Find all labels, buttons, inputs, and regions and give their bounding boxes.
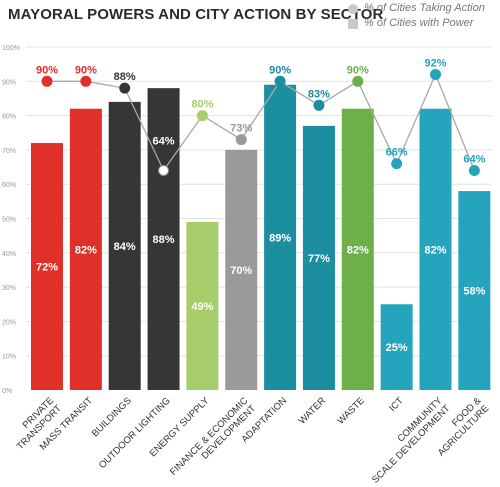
action-value-label: 83% [308, 88, 330, 100]
bar [186, 221, 219, 390]
category-label: OUTDOOR LIGHTING [97, 395, 173, 471]
action-series-line [47, 72, 475, 172]
legend-item-power: % of Cities with Power [348, 17, 498, 31]
action-value-label: 90% [269, 64, 291, 76]
action-value-label: 90% [36, 64, 58, 76]
action-value-label: 90% [347, 64, 369, 76]
action-marker [352, 75, 364, 87]
y-tick-label: 70% [2, 148, 16, 155]
action-marker [196, 110, 208, 122]
y-tick-label: 100% [2, 45, 20, 52]
action-marker [80, 75, 92, 87]
action-value-label: 88% [114, 71, 136, 83]
y-tick-label: 0% [2, 388, 12, 395]
category-label: WATER [297, 395, 328, 426]
category-label-line: OUTDOOR LIGHTING [97, 395, 173, 471]
y-tick-label: 60% [2, 182, 16, 189]
bar-value-label: 82% [75, 244, 97, 256]
category-label: ICT [387, 395, 406, 414]
y-tick-label: 20% [2, 319, 16, 326]
action-marker [119, 82, 131, 94]
bar-value-label: 70% [230, 265, 252, 277]
bar [380, 304, 413, 390]
bar [225, 149, 258, 390]
action-marker [235, 134, 247, 146]
action-marker [468, 164, 480, 176]
bar-value-label: 72% [36, 262, 58, 274]
category-label-line: FINANCE & ECONOMIC [168, 395, 251, 478]
bar [419, 108, 452, 391]
bar [341, 108, 374, 391]
legend-square-icon [348, 19, 358, 29]
category-label-line: WASTE [335, 395, 366, 426]
action-value-label: 80% [191, 99, 213, 111]
action-value-label: 92% [424, 57, 446, 69]
legend-item-action: % of Cities Taking Action [348, 2, 498, 16]
bar [147, 88, 180, 390]
bar [31, 143, 63, 390]
action-marker [41, 75, 53, 87]
bar [108, 101, 141, 390]
action-marker [430, 68, 441, 80]
y-tick-label: 30% [2, 285, 16, 292]
action-value-label: 66% [386, 147, 408, 159]
bar-value-label: 49% [191, 301, 213, 313]
chart-title: MAYORAL POWERS AND CITY ACTION BY SECTOR [8, 6, 384, 23]
legend-label-power: % of Cities with Power [364, 17, 474, 29]
action-marker [158, 164, 170, 176]
category-label: COMMUNITYSCALE DEVELOPMENT [362, 395, 453, 486]
action-marker [313, 99, 325, 111]
bar-value-label: 84% [114, 241, 136, 253]
bar [69, 108, 102, 391]
bar-value-label: 89% [269, 232, 291, 244]
action-value-label: 73% [230, 123, 252, 135]
y-tick-label: 10% [2, 354, 16, 361]
action-marker [274, 75, 286, 87]
legend-label-action: % of Cities Taking Action [364, 2, 485, 14]
y-tick-label: 80% [2, 114, 16, 121]
bar-value-label: 25% [386, 342, 408, 354]
action-value-label: 64% [463, 153, 485, 165]
action-value-label: 90% [75, 64, 97, 76]
action-value-label: 64% [153, 135, 175, 147]
legend-circle-icon [348, 4, 358, 14]
category-label: WASTE [335, 395, 366, 426]
bar [458, 191, 491, 390]
bar [264, 84, 297, 390]
legend: % of Cities Taking Action % of Cities wi… [348, 2, 498, 32]
bar-value-label: 77% [308, 253, 330, 265]
bar-value-label: 58% [463, 286, 485, 298]
bar [302, 125, 335, 390]
bar-value-label: 88% [153, 234, 175, 246]
bar-value-label: 82% [424, 244, 446, 256]
y-tick-label: 40% [2, 251, 16, 258]
category-label-line: WATER [297, 395, 328, 426]
y-tick-label: 90% [2, 79, 16, 86]
bar-value-label: 82% [347, 244, 369, 256]
y-tick-label: 50% [2, 217, 16, 224]
category-label: PRIVATETRANSPORT [7, 395, 64, 452]
category-label-line: ICT [387, 395, 406, 414]
category-label-line: SCALE DEVELOPMENT [370, 403, 453, 486]
action-marker [391, 158, 403, 170]
